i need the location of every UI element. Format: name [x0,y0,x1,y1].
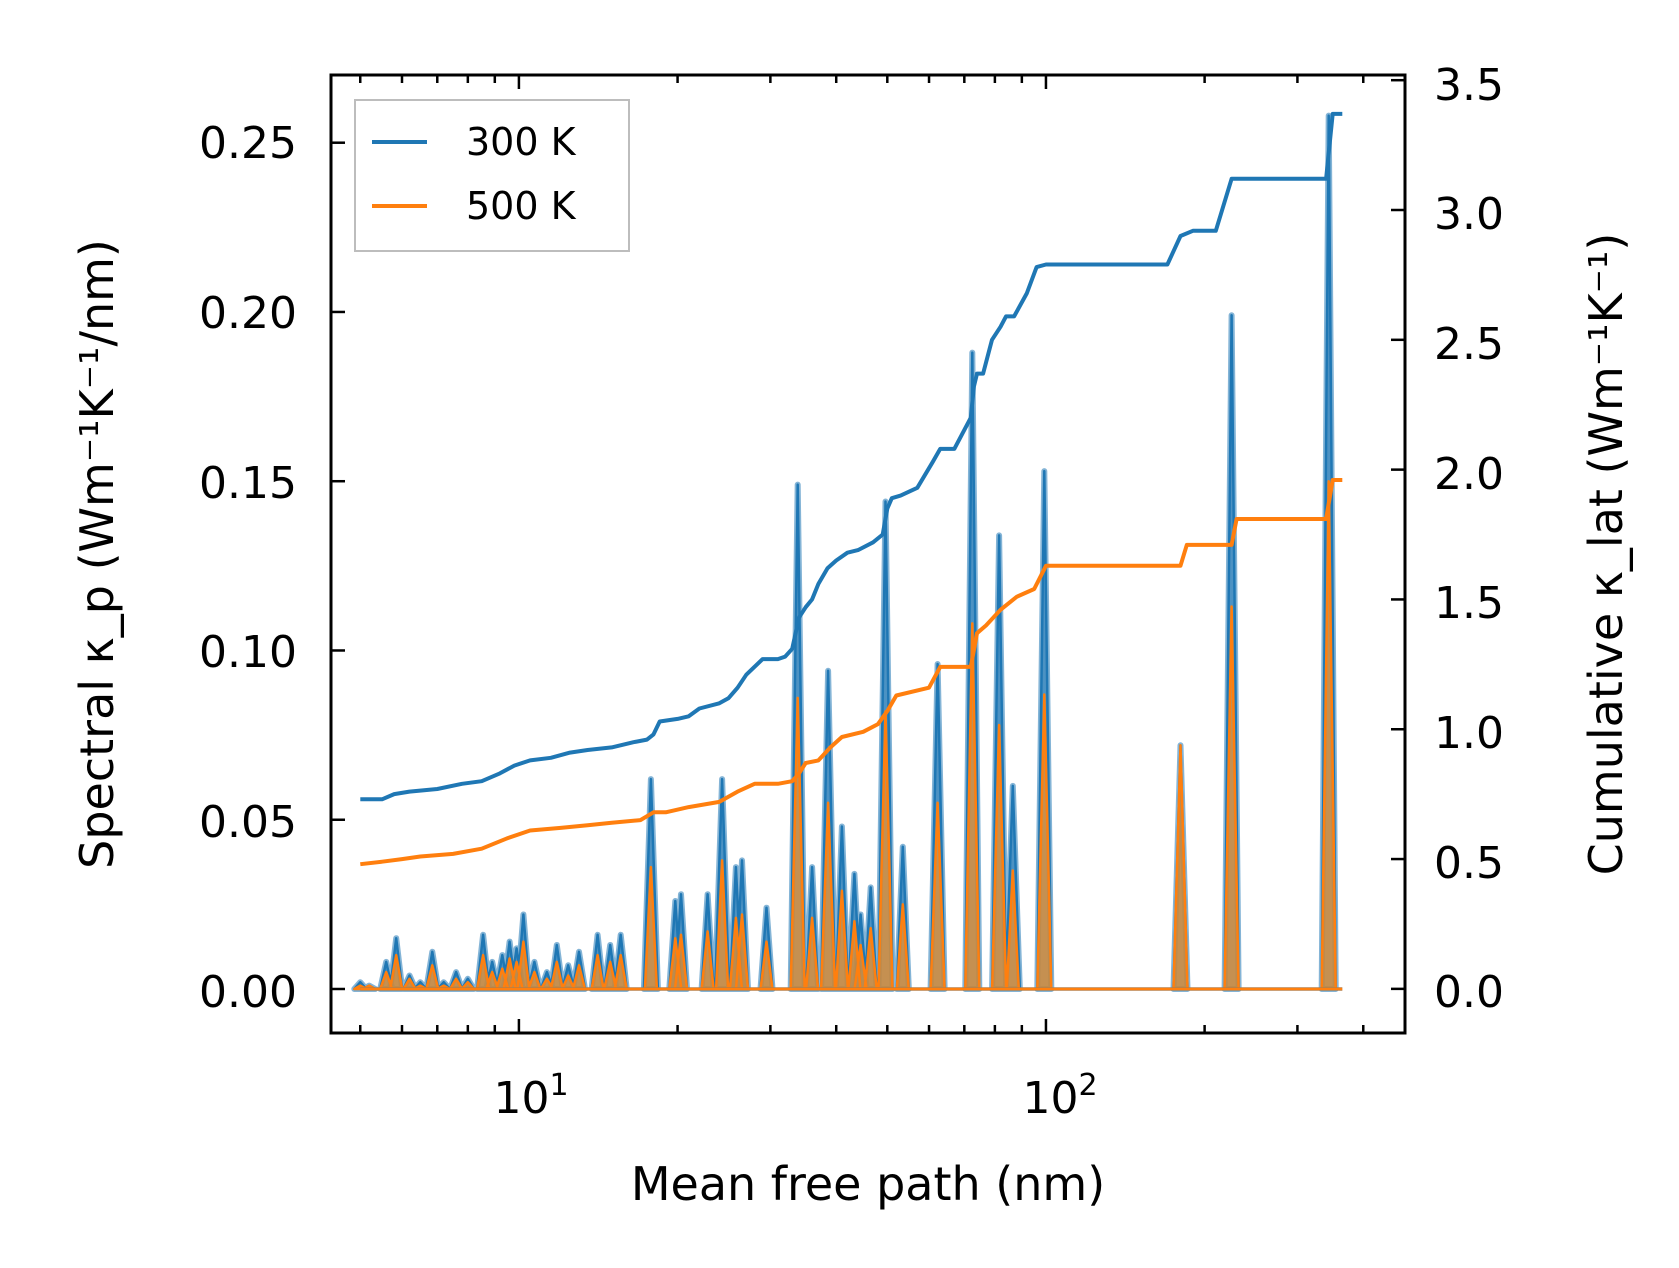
plot-frame [329,73,1407,1035]
y-right-tick-label: 3.5 [1434,60,1504,111]
y-left-tick-label: 0.25 [199,118,297,169]
spectral-peaks-500k [353,479,1337,991]
legend-label: 300 K [466,120,577,164]
x-axis-label: Mean free path (nm) [631,1157,1105,1211]
legend: 300 K 500 K [354,99,630,252]
x-tick-label: 102 [1022,1068,1097,1124]
y-left-tick-label: 0.05 [199,797,297,848]
y-right-axis-label: Cumulative κ_lat (Wm⁻¹K⁻¹) [1579,233,1633,876]
y-right-tick-label: 0.0 [1434,967,1504,1018]
cumulative-line-300k [360,111,1343,802]
y-left-tick-label: 0.15 [199,458,297,509]
y-left-tick-label: 0.20 [199,288,297,339]
legend-box [354,99,630,252]
spectral-fill-layer [351,112,1343,992]
spectral-peaks-300k-outline [353,114,1337,991]
legend-label: 500 K [466,184,577,228]
x-tick-label: 101 [493,1068,568,1124]
cumulative-lines-layer [360,111,1343,867]
cumulative-line-500k [360,478,1343,867]
y-right-tick-label: 1.0 [1434,708,1504,759]
y-right-tick-label: 1.5 [1434,578,1504,629]
y-right-tick-label: 0.5 [1434,838,1504,889]
y-right-tick-label: 2.5 [1434,319,1504,370]
y-right-tick-label: 3.0 [1434,189,1504,240]
tick-layer [331,75,1405,1033]
y-left-tick-label: 0.00 [199,967,297,1018]
y-left-axis-label: Spectral κ_p (Wm⁻¹K⁻¹/nm) [70,239,124,869]
y-right-tick-label: 2.0 [1434,449,1504,500]
y-left-tick-label: 0.10 [199,627,297,678]
